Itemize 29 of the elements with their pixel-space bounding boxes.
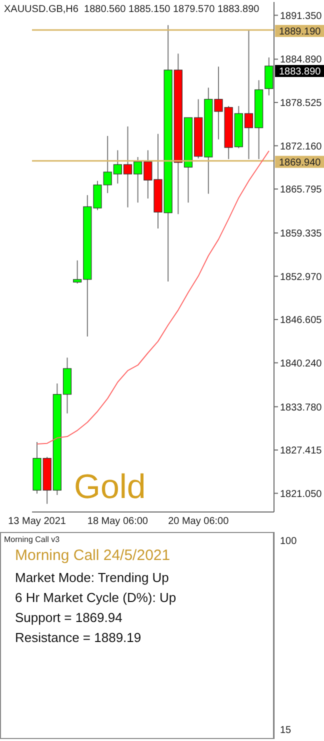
chart-title: XAUUSD.GB,H6 1880.560 1885.150 1879.570 1883.890 [4, 4, 260, 15]
text: Resistance = 1889.19 [15, 630, 142, 645]
text: 6 Hr Market Cycle (D%): Up [15, 590, 176, 605]
y-tick-label: 1878.525 [280, 98, 322, 110]
annotation: Gold [74, 468, 146, 507]
ref-line-label: 1869.940 [279, 157, 322, 168]
y-tick-label: 1865.795 [280, 184, 322, 196]
y-tick-label: 1846.605 [280, 315, 322, 326]
x-tick-label: 13 May 2021 [8, 516, 66, 528]
x-tick-label: 20 May 06:00 [168, 516, 230, 528]
y-tick-label: 1840.240 [280, 358, 322, 370]
text: Morning Call v3 [4, 535, 60, 544]
text: Market Mode: Trending Up [15, 570, 169, 585]
y-tick-label: 1827.415 [280, 446, 322, 457]
x-tick-label: 18 May 06:00 [87, 516, 148, 528]
text: Support = 1869.94 [15, 610, 122, 625]
text: Morning Call 24/5/2021 [15, 547, 170, 564]
y-tick-label: 1891.350 [280, 10, 322, 22]
y-tick-label: 1833.780 [280, 402, 322, 414]
y-tick-label: 1852.970 [280, 272, 322, 283]
text: 15 [280, 725, 292, 736]
y-tick-label: 1884.890 [280, 54, 322, 66]
y-tick-label: 1821.050 [280, 488, 322, 500]
text: 1883.890 [279, 66, 322, 78]
ref-line-label: 1889.190 [279, 26, 322, 38]
y-tick-label: 1872.160 [280, 141, 322, 152]
y-tick-label: 1859.335 [280, 228, 322, 240]
line-series [36, 150, 270, 444]
text: 100 [280, 536, 298, 547]
